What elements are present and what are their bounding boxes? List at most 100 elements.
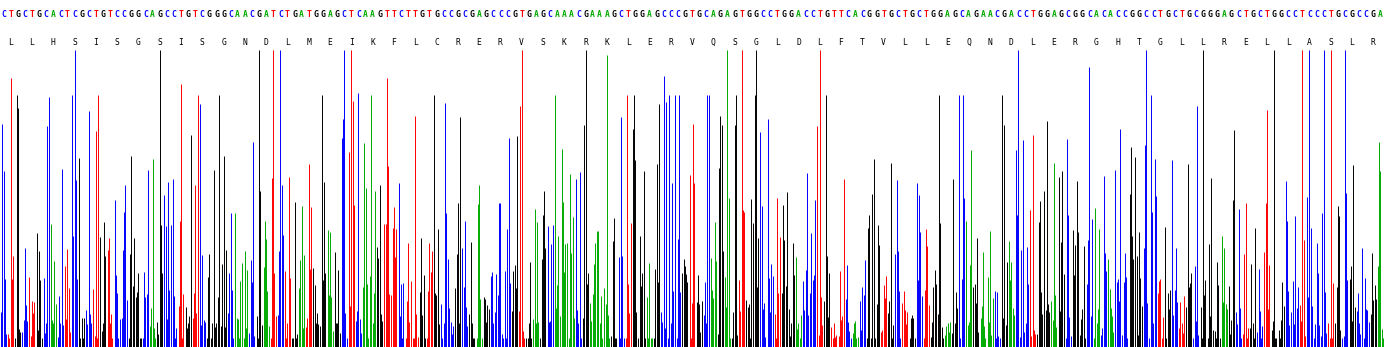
Text: C: C — [1066, 10, 1071, 19]
Text: C: C — [1286, 10, 1291, 19]
Text: C: C — [86, 10, 91, 19]
Text: A: A — [555, 10, 559, 19]
Text: A: A — [988, 10, 992, 19]
Text: G: G — [221, 10, 226, 19]
Text: G: G — [208, 10, 212, 19]
Text: N: N — [242, 38, 248, 47]
Text: G: G — [746, 10, 752, 19]
Text: G: G — [938, 10, 943, 19]
Text: S: S — [72, 38, 78, 47]
Text: G: G — [129, 10, 134, 19]
Text: G: G — [1129, 10, 1135, 19]
Text: V: V — [519, 38, 525, 47]
Text: C: C — [249, 10, 255, 19]
Text: T: T — [285, 10, 289, 19]
Text: G: G — [696, 10, 702, 19]
Text: S: S — [541, 38, 545, 47]
Text: C: C — [548, 10, 552, 19]
Text: G: G — [1073, 10, 1078, 19]
Text: A: A — [646, 10, 652, 19]
Text: L: L — [29, 38, 35, 47]
Text: G: G — [1186, 10, 1192, 19]
Text: T: T — [519, 10, 525, 19]
Text: V: V — [689, 38, 695, 47]
Text: G: G — [321, 10, 325, 19]
Text: G: G — [789, 10, 794, 19]
Text: L: L — [412, 38, 418, 47]
Text: L: L — [1286, 38, 1291, 47]
Text: T: T — [306, 10, 311, 19]
Text: I: I — [179, 38, 184, 47]
Text: G: G — [484, 10, 489, 19]
Text: Q: Q — [711, 38, 716, 47]
Text: D: D — [796, 38, 801, 47]
Text: G: G — [612, 10, 616, 19]
Text: L: L — [285, 38, 289, 47]
Text: C: C — [1, 10, 6, 19]
Text: G: G — [335, 10, 339, 19]
Text: T: T — [1136, 38, 1142, 47]
Text: K: K — [562, 38, 566, 47]
Text: C: C — [1257, 10, 1262, 19]
Text: G: G — [1336, 10, 1340, 19]
Text: G: G — [526, 10, 531, 19]
Text: G: G — [1136, 10, 1142, 19]
Text: C: C — [916, 10, 922, 19]
Text: C: C — [491, 10, 495, 19]
Text: G: G — [455, 10, 461, 19]
Text: T: T — [192, 10, 198, 19]
Text: G: G — [1272, 10, 1276, 19]
Text: C: C — [441, 10, 446, 19]
Text: C: C — [115, 10, 119, 19]
Text: A: A — [605, 10, 609, 19]
Text: A: A — [363, 10, 368, 19]
Text: T: T — [29, 10, 35, 19]
Text: S: S — [158, 38, 162, 47]
Text: C: C — [803, 10, 808, 19]
Text: R: R — [1372, 38, 1376, 47]
Text: T: T — [689, 10, 695, 19]
Text: L: L — [626, 38, 631, 47]
Text: T: T — [406, 10, 411, 19]
Text: E: E — [328, 38, 332, 47]
Text: T: T — [271, 10, 275, 19]
Text: C: C — [122, 10, 127, 19]
Text: G: G — [1250, 10, 1255, 19]
Text: G: G — [512, 10, 518, 19]
Text: C: C — [228, 10, 233, 19]
Text: T: T — [902, 10, 908, 19]
Text: A: A — [966, 10, 972, 19]
Text: C: C — [172, 10, 176, 19]
Text: G: G — [655, 10, 659, 19]
Text: G: G — [435, 10, 439, 19]
Text: T: T — [412, 10, 418, 19]
Text: G: G — [469, 10, 475, 19]
Text: A: A — [945, 10, 949, 19]
Text: L: L — [1265, 38, 1269, 47]
Text: T: T — [179, 10, 184, 19]
Text: C: C — [498, 10, 502, 19]
Text: G: G — [1208, 10, 1212, 19]
Text: C: C — [448, 10, 453, 19]
Text: C: C — [1293, 10, 1298, 19]
Text: G: G — [632, 10, 638, 19]
Text: C: C — [44, 10, 48, 19]
Text: G: G — [313, 10, 318, 19]
Text: G: G — [875, 10, 879, 19]
Text: C: C — [662, 10, 666, 19]
Text: G: G — [101, 10, 105, 19]
Text: G: G — [866, 10, 872, 19]
Text: S: S — [1329, 38, 1333, 47]
Text: C: C — [1172, 10, 1176, 19]
Text: C: C — [859, 10, 865, 19]
Text: L: L — [1030, 38, 1035, 47]
Text: L: L — [1200, 38, 1205, 47]
Text: C: C — [72, 10, 78, 19]
Text: G: G — [1279, 10, 1283, 19]
Text: F: F — [392, 38, 396, 47]
Text: G: G — [1215, 10, 1219, 19]
Text: G: G — [1372, 10, 1376, 19]
Text: G: G — [36, 10, 42, 19]
Text: G: G — [782, 10, 786, 19]
Text: G: G — [1349, 10, 1355, 19]
